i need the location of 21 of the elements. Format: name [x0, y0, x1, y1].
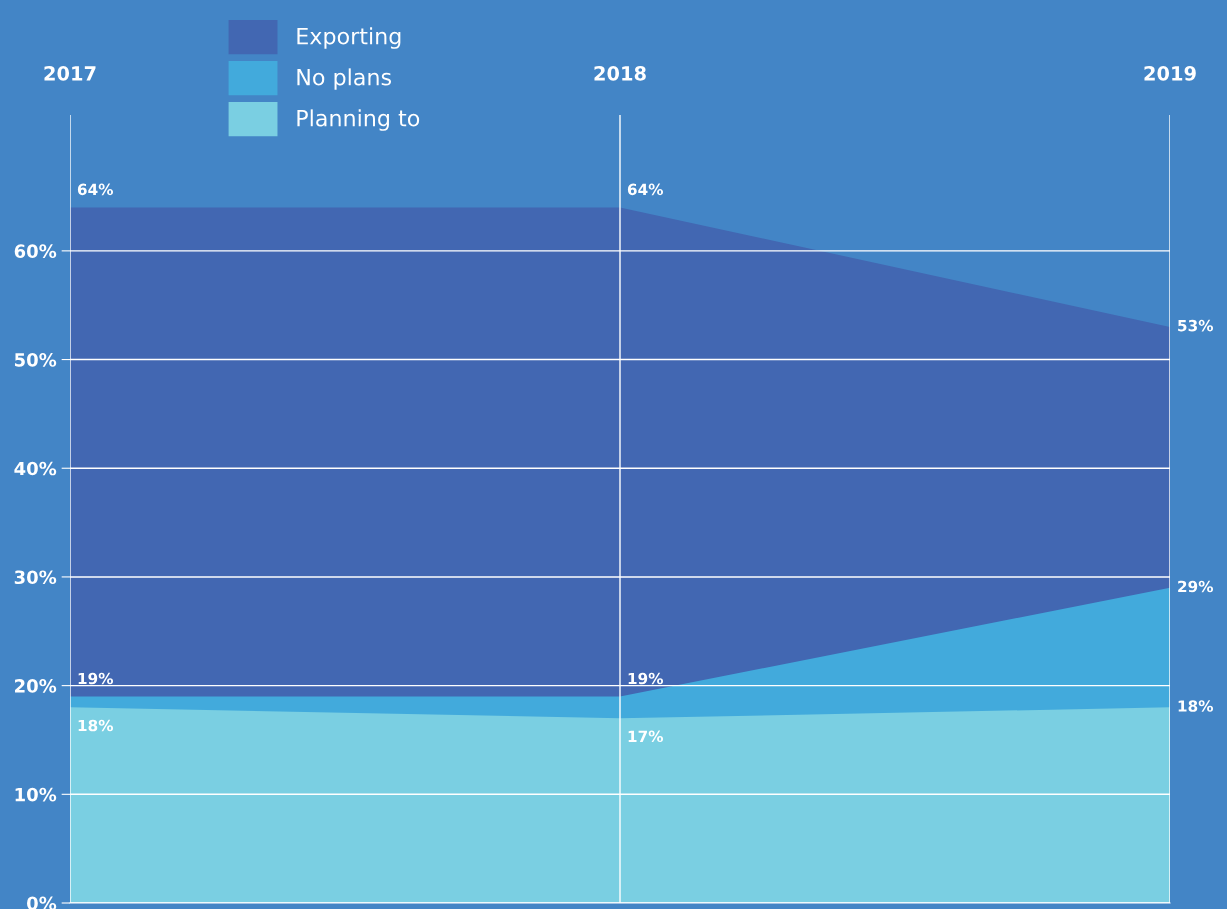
x-tick-label: 2018	[594, 65, 646, 81]
data-label: 18%	[78, 719, 114, 732]
data-label: 64%	[77, 183, 114, 196]
data-label: 17%	[628, 730, 664, 743]
legend-label: Planning to	[297, 109, 420, 131]
y-tick-label: 20%	[15, 679, 57, 693]
data-label: 64%	[627, 183, 664, 196]
y-tick-label: 50%	[14, 353, 57, 367]
data-label: 19%	[628, 672, 664, 685]
legend-label: Exporting	[297, 27, 401, 49]
y-tick-label: 40%	[14, 461, 57, 476]
data-label: 29%	[1178, 580, 1214, 593]
data-label: 53%	[1178, 319, 1214, 332]
data-label: 19%	[78, 672, 114, 685]
y-tick-label: 30%	[14, 570, 57, 585]
y-tick-label: 60%	[14, 244, 57, 258]
legend-label: No plans	[297, 68, 392, 90]
y-tick-label: 10%	[15, 787, 57, 802]
x-tick-label: 2017	[44, 65, 96, 81]
data-label: 18%	[1178, 700, 1214, 712]
x-tick-label: 2019	[1144, 65, 1196, 81]
